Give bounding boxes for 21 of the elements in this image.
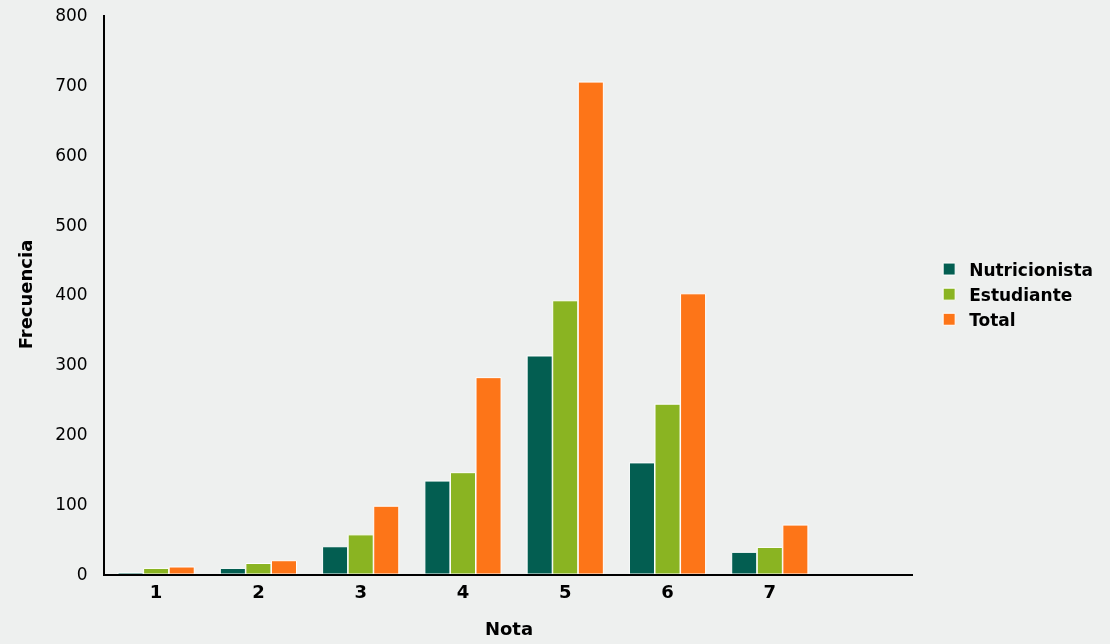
- y-tick-label: 100: [55, 494, 88, 515]
- y-axis-title: Frecuencia: [14, 239, 36, 350]
- x-tick-label: 3: [354, 580, 367, 602]
- x-tick-label: 4: [456, 580, 470, 602]
- legend-label: Nutricionista: [969, 259, 1094, 280]
- legend-label: Estudiante: [969, 284, 1073, 305]
- x-axis-title: Nota: [484, 618, 534, 640]
- x-tick-label: 1: [149, 580, 163, 602]
- x-tick-label: 6: [661, 580, 674, 602]
- y-tick-label: 600: [55, 144, 88, 165]
- y-tick-label: 700: [55, 74, 88, 95]
- y-tick-label: 500: [55, 214, 88, 235]
- y-tick-label: 800: [55, 4, 88, 25]
- x-tick-label: 2: [252, 580, 265, 602]
- y-tick-label: 0: [76, 563, 88, 584]
- x-tick-label: 7: [763, 580, 777, 602]
- x-tick-label: 5: [558, 580, 572, 602]
- y-tick-label: 300: [55, 354, 88, 375]
- y-tick-label: 200: [55, 424, 88, 445]
- legend-label: Total: [969, 309, 1016, 330]
- y-tick-label: 400: [55, 284, 88, 305]
